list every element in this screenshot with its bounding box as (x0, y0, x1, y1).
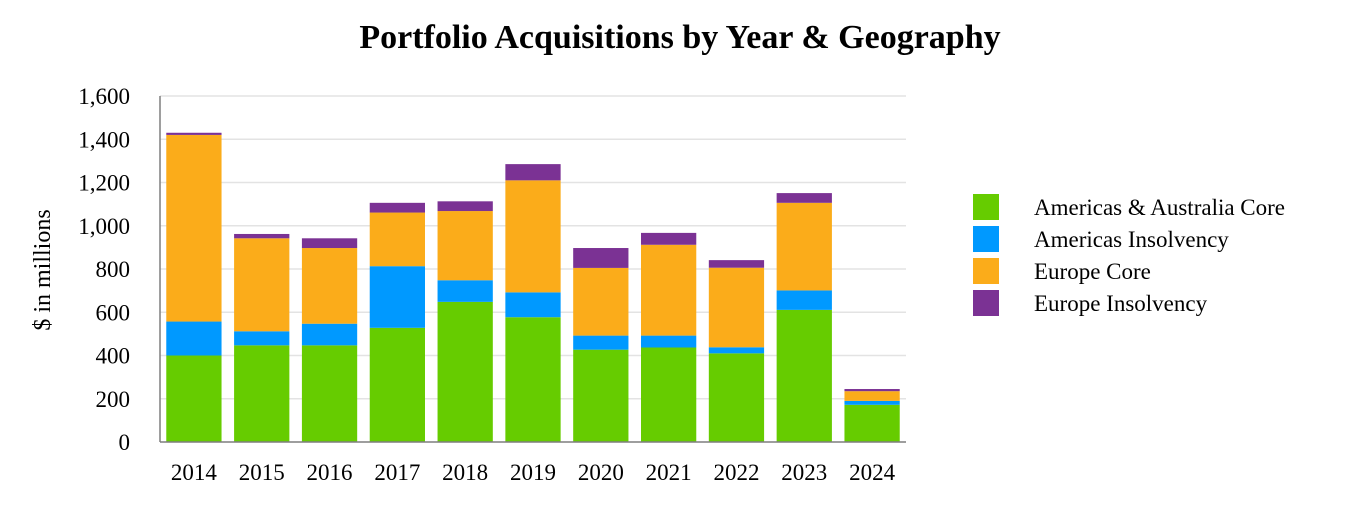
x-tick-label: 2019 (510, 460, 556, 485)
bar-segment (437, 301, 493, 442)
legend-swatch (973, 194, 999, 220)
bar-segment (437, 201, 493, 212)
x-tick-label: 2023 (781, 460, 827, 485)
y-tick-label: 400 (96, 344, 131, 369)
x-tick-label: 2015 (239, 460, 285, 485)
bar-segment (641, 347, 697, 442)
x-tick-label: 2016 (307, 460, 353, 485)
y-tick-label: 800 (96, 257, 131, 282)
bar-segment (844, 400, 900, 405)
bar-segment (369, 327, 425, 442)
bar-segment (234, 331, 290, 346)
bar-segment (776, 309, 832, 442)
bar-segment (234, 233, 290, 239)
bar-segment (641, 335, 697, 348)
bar-segment (166, 134, 222, 322)
bar-segment (708, 353, 765, 442)
bar-segment (708, 260, 765, 268)
x-tick-label: 2022 (713, 460, 759, 485)
bar-segment (301, 238, 358, 249)
bar-segment (301, 248, 358, 324)
y-tick-label: 0 (119, 430, 131, 455)
bar-segment (505, 180, 561, 293)
y-tick-label: 1,000 (78, 214, 130, 239)
y-tick-label: 600 (96, 300, 131, 325)
legend-swatch (973, 290, 999, 316)
bar-segment (708, 267, 765, 348)
bar-segment (505, 164, 561, 181)
bar-segment (573, 267, 629, 336)
x-tick-label: 2014 (171, 460, 218, 485)
x-tick-label: 2024 (849, 460, 896, 485)
x-tick-label: 2018 (442, 460, 488, 485)
legend-label: Americas Insolvency (1034, 227, 1229, 252)
bar-segment (301, 323, 358, 346)
legend-label: Europe Insolvency (1034, 291, 1208, 316)
bar-segment (301, 345, 358, 442)
y-tick-label: 200 (96, 387, 131, 412)
bar-segment (641, 232, 697, 245)
bar-segment (505, 317, 561, 442)
bar-segment (573, 349, 629, 442)
y-tick-label: 1,200 (78, 171, 130, 196)
bar-segment (437, 211, 493, 281)
bar-segment (369, 212, 425, 267)
bar-segment (776, 290, 832, 310)
bar-segment (844, 389, 900, 392)
bar-segment (505, 292, 561, 318)
bar-segment (573, 335, 629, 350)
bar-segment (166, 321, 222, 356)
bar-segment (708, 347, 765, 354)
y-tick-label: 1,400 (78, 127, 130, 152)
bar-segment (234, 238, 290, 332)
legend: Americas & Australia Core Americas Insolv… (973, 194, 1285, 316)
bar-segment (573, 248, 629, 268)
bar-segment (437, 280, 493, 302)
x-tick-label: 2017 (374, 460, 420, 485)
bar-segment (641, 244, 697, 336)
bar-segment (844, 391, 900, 401)
y-tick-label: 1,600 (78, 84, 130, 109)
axes (159, 96, 906, 443)
legend-label: Europe Core (1034, 259, 1151, 284)
bar-segment (166, 132, 222, 135)
legend-swatch (973, 258, 999, 284)
bar-segment (234, 345, 290, 442)
x-tick-label: 2020 (578, 460, 624, 485)
x-tick-label: 2021 (646, 460, 692, 485)
y-tick-labels: 0 200 400 600 800 1,000 1,200 1,400 1,600 (78, 84, 130, 455)
chart-title: Portfolio Acquisitions by Year & Geograp… (359, 19, 1000, 56)
bar-segment (776, 193, 832, 203)
bar-segment (369, 266, 425, 328)
bar-segment (844, 404, 900, 442)
bar-segment (776, 202, 832, 291)
bar-segment (369, 202, 425, 213)
legend-label: Americas & Australia Core (1034, 195, 1285, 220)
bars (166, 132, 900, 442)
y-axis-label: $ in millions (30, 209, 56, 330)
legend-swatch (973, 226, 999, 252)
bar-segment (166, 355, 222, 442)
x-tick-labels: 2014 2015 2016 2017 2018 2019 2020 2021 2022 2023… (171, 460, 896, 485)
